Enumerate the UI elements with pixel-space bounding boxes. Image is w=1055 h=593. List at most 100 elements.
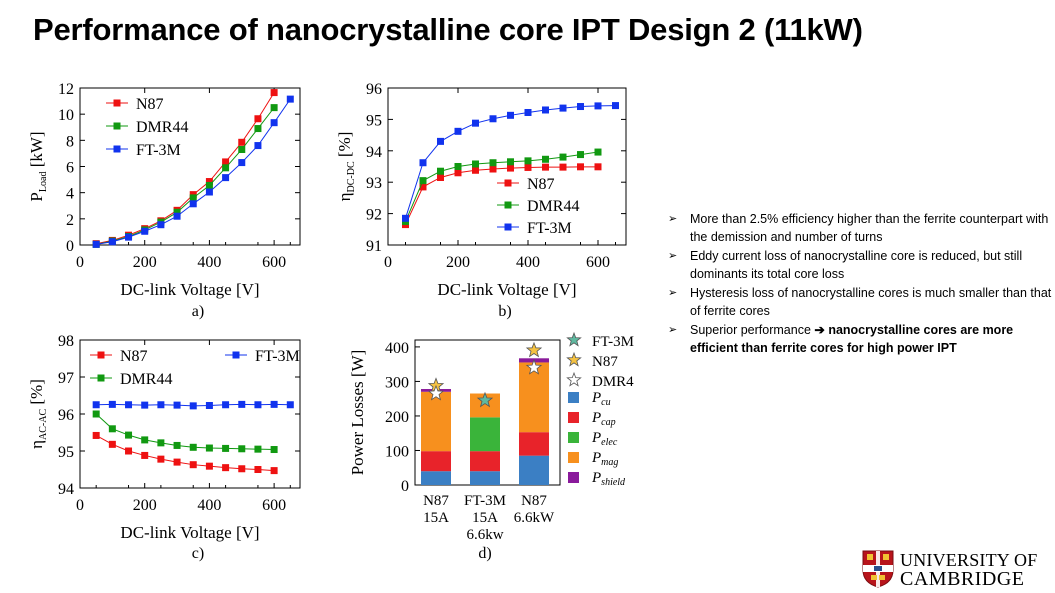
data-point-FT-3M xyxy=(559,104,567,112)
x-category-label: 6.6kW xyxy=(514,510,555,526)
data-point-DMR44 xyxy=(238,445,246,453)
bullet-item: ➢ Hysteresis loss of nanocrystalline cor… xyxy=(668,284,1053,320)
data-point-FT-3M xyxy=(141,227,149,235)
bullet-text: More than 2.5% efficiency higher than th… xyxy=(690,212,1049,244)
legend-label: FT-3M xyxy=(136,142,181,159)
y-tick-label: 93 xyxy=(366,175,382,192)
y-tick-label: 97 xyxy=(58,370,74,387)
x-tick-label: 200 xyxy=(446,254,470,271)
data-point-N87 xyxy=(254,466,262,473)
x-tick-label: 200 xyxy=(133,497,157,514)
bar-segment-cu xyxy=(421,471,451,485)
legend-swatch xyxy=(568,452,579,463)
legend-star xyxy=(566,351,582,367)
data-point-N87 xyxy=(559,163,567,171)
x-tick-label: 400 xyxy=(197,254,221,271)
data-point-N87 xyxy=(238,465,246,473)
data-point-N87 xyxy=(173,458,181,466)
data-point-FT-3M xyxy=(542,106,549,114)
data-point-FT-3M xyxy=(125,401,133,409)
data-point-FT-3M xyxy=(238,159,246,167)
y-tick-label: 6 xyxy=(66,160,74,177)
data-point-FT-3M xyxy=(577,103,584,111)
legend-label: DMR4 xyxy=(592,374,634,390)
bullet-text-plain: Superior performance xyxy=(690,323,815,337)
legend-label: FT-3M xyxy=(592,334,634,350)
data-point-DMR44 xyxy=(254,125,262,133)
legend-label: Pshield xyxy=(591,470,626,488)
x-tick-label: 0 xyxy=(76,497,84,514)
series-line-N87 xyxy=(405,166,598,225)
data-point-DMR44 xyxy=(270,446,278,454)
data-point-FT-3M xyxy=(270,119,278,127)
y-tick-label: 200 xyxy=(385,409,409,426)
data-point-N87 xyxy=(489,165,497,173)
series-line-N87 xyxy=(95,435,275,472)
data-point-DMR44 xyxy=(238,145,246,153)
data-point-FT-3M xyxy=(141,401,149,409)
bar-segment-cap xyxy=(421,451,451,472)
legend-label: N87 xyxy=(592,354,618,370)
data-point-DMR44 xyxy=(507,158,514,166)
bullet-text: Eddy current loss of nanocrystalline cor… xyxy=(690,249,1023,281)
arrow-bullet-icon: ➢ xyxy=(668,213,678,225)
chart-panel-c: 0 200 400 600 94 95 96 97 98 DC-link Voltage [V] η… xyxy=(27,333,301,562)
x-category-label: FT-3M xyxy=(464,493,506,509)
y-tick-label: 12 xyxy=(58,81,74,98)
legend-label: N87 xyxy=(527,176,555,193)
bullet-text: Hysteresis loss of nanocrystalline cores… xyxy=(690,286,1052,318)
data-point-DMR44 xyxy=(254,445,262,453)
bar-segment-elec xyxy=(470,417,500,452)
legend-label: Pcu xyxy=(591,390,611,408)
y-tick-label: 91 xyxy=(366,238,382,255)
legend-label: FT-3M xyxy=(255,348,300,365)
chart-panel-a: 0 200 400 600 0 2 4 6 8 10 12 DC-link Voltage [V] PL… xyxy=(27,81,301,320)
x-axis-label: DC-link Voltage [V] xyxy=(120,280,259,299)
legend-marker xyxy=(113,145,121,153)
y-axis-label: Power Losses [W] xyxy=(348,350,367,476)
data-point-FT-3M xyxy=(92,401,100,409)
y-tick-label: 94 xyxy=(58,481,74,498)
series-line-DMR44 xyxy=(95,413,275,451)
data-point-DMR44 xyxy=(489,159,497,167)
x-tick-label: 0 xyxy=(76,254,84,271)
data-point-N87 xyxy=(222,158,230,166)
star-marker-FT-3M xyxy=(476,391,494,408)
data-point-FT-3M xyxy=(205,188,213,196)
logo-text-line1: UNIVERSITY OF xyxy=(900,550,1038,570)
y-tick-label: 96 xyxy=(366,81,382,98)
data-point-DMR44 xyxy=(157,439,165,447)
data-point-DMR44 xyxy=(222,164,230,172)
data-point-DMR44 xyxy=(594,148,602,156)
y-tick-label: 4 xyxy=(66,186,74,203)
data-point-DMR44 xyxy=(205,444,213,452)
data-point-N87 xyxy=(157,455,165,463)
slide-title: Performance of nanocrystalline core IPT … xyxy=(33,12,863,47)
data-point-DMR44 xyxy=(559,153,567,161)
legend-marker xyxy=(113,122,121,130)
legend-label: DMR44 xyxy=(527,198,579,215)
data-point-FT-3M xyxy=(254,401,262,409)
x-category-label: 6.6kw xyxy=(466,527,503,543)
data-point-DMR44 xyxy=(205,181,213,189)
data-point-N87 xyxy=(270,467,278,475)
x-tick-label: 600 xyxy=(262,254,286,271)
x-axis-label: DC-link Voltage [V] xyxy=(437,280,576,299)
data-point-FT-3M xyxy=(205,401,213,409)
y-axis-label: ηDC-DC [%] xyxy=(335,132,357,202)
data-point-N87 xyxy=(542,163,549,171)
data-point-N87 xyxy=(141,451,149,459)
data-point-N87 xyxy=(108,440,116,448)
bullet-list: ➢ More than 2.5% efficiency higher than … xyxy=(668,210,1053,358)
data-point-FT-3M xyxy=(222,401,230,409)
star-marker-N87 xyxy=(525,341,543,358)
bar-segment-cap xyxy=(470,451,500,472)
data-point-FT-3M xyxy=(489,115,497,123)
y-tick-label: 92 xyxy=(366,207,382,224)
data-point-FT-3M xyxy=(108,400,116,408)
legend-label: Pcap xyxy=(591,410,616,428)
legend-marker xyxy=(504,223,512,231)
data-point-N87 xyxy=(524,163,532,171)
arrow-bullet-icon: ➢ xyxy=(668,250,678,262)
